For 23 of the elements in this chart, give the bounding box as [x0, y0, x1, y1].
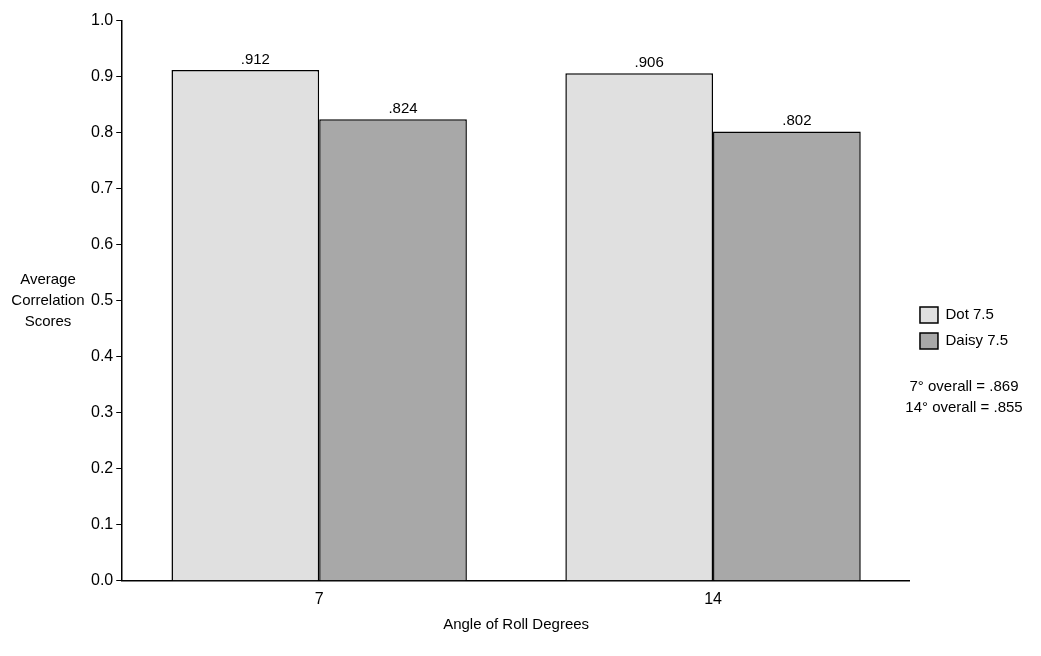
- y-tick-label: 0.9: [90, 67, 114, 85]
- y-tick-label: 0.3: [90, 403, 114, 421]
- legend-label: Dot 7.5: [945, 305, 994, 323]
- annotation: 7° overall = .869: [909, 376, 1019, 394]
- x-tick-label: 14: [704, 589, 723, 607]
- data-label: .824: [388, 98, 418, 116]
- data-label: .906: [634, 52, 664, 70]
- data-label: .912: [240, 49, 270, 67]
- annotation: 14° overall = .855: [905, 397, 1023, 415]
- data-label: .802: [782, 111, 812, 129]
- y-tick-label: 0.1: [90, 515, 114, 533]
- y-tick-label: 0.8: [90, 123, 114, 141]
- y-tick-label: 1.0: [90, 11, 114, 29]
- y-tick-label: 0.5: [90, 291, 114, 309]
- x-axis-title: Angle of Roll Degrees: [443, 615, 590, 633]
- y-tick-label: 0.6: [90, 235, 114, 253]
- x-tick-label: 7: [314, 589, 324, 607]
- y-tick-label: 0.7: [90, 179, 114, 197]
- legend-label: Daisy 7.5: [945, 331, 1008, 349]
- y-tick-label: 0.0: [90, 571, 114, 589]
- y-tick-label: 0.2: [90, 459, 114, 477]
- y-tick-label: 0.4: [90, 347, 114, 365]
- y-axis-title: Average Correlation Scores: [11, 269, 85, 329]
